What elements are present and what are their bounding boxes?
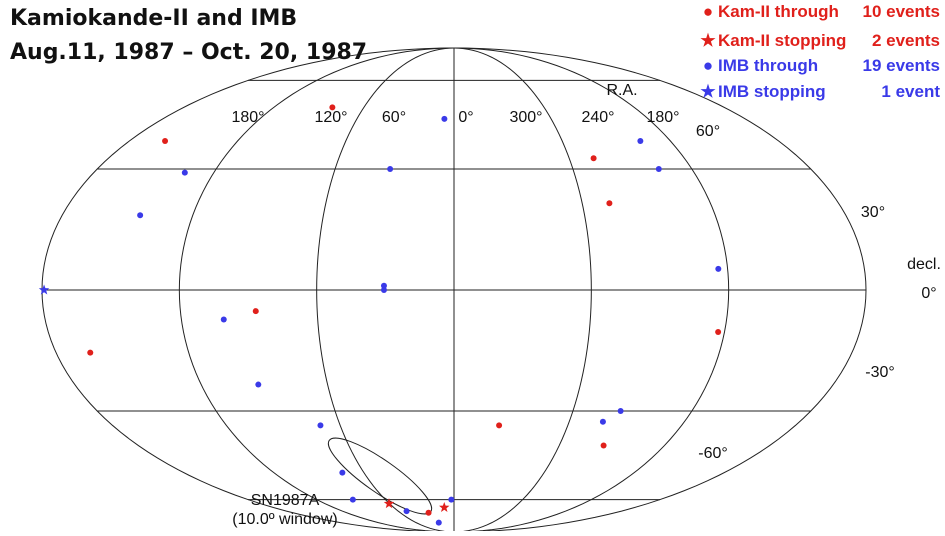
event-dot-marker bbox=[317, 422, 324, 429]
event-dot-marker bbox=[339, 469, 346, 476]
chart-title: Kamiokande-II and IMB bbox=[10, 6, 298, 31]
labels-layer: 180° 120° 60° 0° 300° 240° 180° R.A. 60° 30° 0° -30… bbox=[231, 82, 940, 528]
event-dot-marker bbox=[252, 308, 259, 315]
ra-tick-label: 180° bbox=[231, 109, 264, 126]
event-dot-marker bbox=[637, 138, 644, 145]
ra-tick-label: 120° bbox=[314, 109, 347, 126]
event-dot-marker bbox=[715, 265, 722, 272]
event-dot-marker bbox=[349, 496, 356, 503]
event-dot-marker bbox=[425, 509, 432, 516]
ra-tick-label: 60° bbox=[382, 109, 406, 126]
event-star-marker bbox=[38, 284, 50, 295]
event-dot-marker bbox=[380, 287, 387, 293]
ra-tick-label: 180° bbox=[646, 109, 679, 126]
sn1987a-label: SN1987A bbox=[251, 492, 320, 509]
event-dot-marker bbox=[387, 166, 394, 172]
legend-count: 19 events bbox=[862, 56, 941, 75]
legend-label: Kam-II through bbox=[718, 2, 839, 21]
event-star-marker bbox=[439, 502, 450, 512]
event-dot-marker bbox=[715, 329, 722, 336]
event-dot-marker bbox=[655, 166, 662, 172]
legend-label: Kam-II stopping bbox=[718, 31, 847, 50]
grid-layer bbox=[41, 47, 867, 533]
event-dot-marker bbox=[617, 408, 624, 414]
legend-count: 10 events bbox=[862, 2, 941, 21]
event-dot-marker bbox=[87, 349, 94, 356]
dec-tick-label: 60° bbox=[696, 123, 720, 140]
legend-label: IMB stopping bbox=[718, 82, 826, 101]
legend-kam-through: ● Kam-II through 10 events bbox=[700, 2, 940, 24]
legend-red-star-icon: ★ bbox=[700, 31, 716, 50]
legend-label: IMB through bbox=[718, 56, 819, 75]
event-dot-marker bbox=[403, 508, 410, 515]
sn1987a-window-ellipse bbox=[327, 437, 433, 515]
chart-subtitle-dates: Aug.11, 1987 – Oct. 20, 1987 bbox=[10, 40, 368, 65]
legend-count: 1 event bbox=[881, 82, 940, 101]
ra-axis-label: R.A. bbox=[606, 82, 637, 99]
event-dot-marker bbox=[329, 104, 336, 111]
event-dot-marker bbox=[590, 155, 597, 162]
legend-kam-stopping: ★ Kam-II stopping 2 events bbox=[700, 31, 940, 53]
dec-tick-label: 30° bbox=[861, 204, 885, 221]
dec-axis-label: decl. bbox=[907, 256, 941, 273]
event-dot-marker bbox=[448, 496, 455, 503]
dec-tick-label: -60° bbox=[698, 445, 728, 462]
event-star-marker bbox=[383, 498, 395, 509]
event-dot-marker bbox=[606, 200, 613, 207]
event-dot-marker bbox=[599, 418, 606, 425]
ra-tick-label: 240° bbox=[581, 109, 614, 126]
sn1987a-window-label: (10.0º window) bbox=[232, 511, 337, 528]
dec-tick-label: -30° bbox=[865, 364, 895, 381]
legend-blue-dot-icon: ● bbox=[702, 56, 714, 75]
legend-imb-through: ● IMB through 19 events bbox=[700, 56, 940, 78]
legend-red-dot-icon: ● bbox=[702, 2, 714, 21]
ra-tick-label: 300° bbox=[509, 109, 542, 126]
event-dot-marker bbox=[600, 442, 607, 449]
legend-count: 2 events bbox=[871, 31, 940, 50]
ra-tick-label: 0° bbox=[458, 109, 473, 126]
points-layer bbox=[38, 104, 722, 526]
event-dot-marker bbox=[380, 282, 387, 289]
event-dot-marker bbox=[137, 212, 144, 219]
event-dot-marker bbox=[255, 381, 262, 388]
event-dot-marker bbox=[162, 138, 169, 145]
event-dot-marker bbox=[181, 169, 188, 176]
event-dot-marker bbox=[435, 519, 442, 526]
legend-blue-star-icon: ★ bbox=[700, 82, 716, 101]
dec-tick-label: 0° bbox=[921, 285, 936, 302]
event-dot-marker bbox=[220, 316, 227, 323]
event-dot-marker bbox=[441, 115, 448, 122]
event-dot-marker bbox=[496, 422, 503, 429]
legend-imb-stopping: ★ IMB stopping 1 event bbox=[700, 82, 940, 104]
